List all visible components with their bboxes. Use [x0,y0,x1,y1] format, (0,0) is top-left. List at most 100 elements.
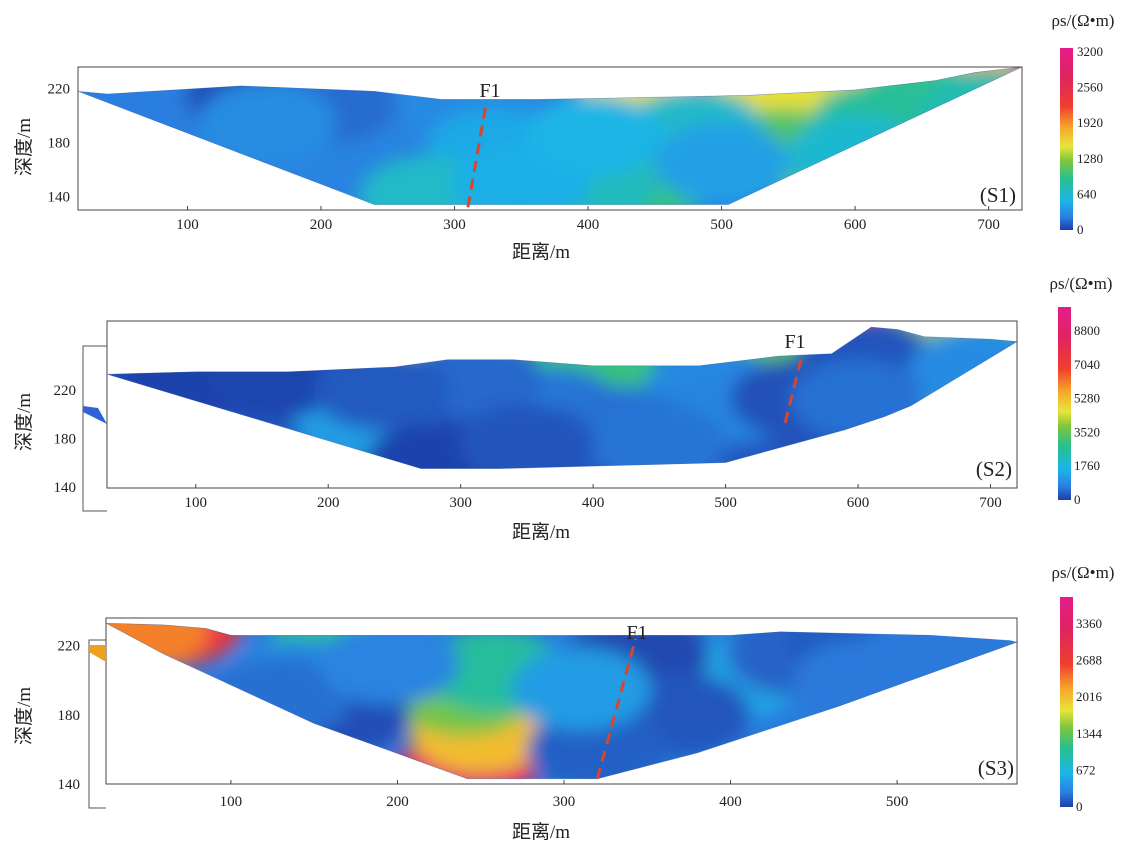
colorbar-tick-label: 3520 [1074,424,1100,439]
s1-y-ticks: 220 180 140 [48,82,71,206]
colorbar-tick-label: 0 [1077,222,1084,237]
colorbar-tick-label: 1920 [1077,115,1103,130]
x-tick-label: 100 [220,794,243,810]
x-tick-label: 700 [977,217,1000,233]
resistivity-anomaly [510,647,651,731]
resistivity-anomaly [106,623,210,671]
resistivity-anomaly [458,404,595,469]
colorbar-tick-label: 0 [1074,492,1081,507]
s3-x-ticks: 100 200 300 400 500 [220,780,909,810]
s3-y-ticks: 220 180 140 [58,639,81,793]
colorbar-title: ρs/(Ω•m) [1052,563,1115,582]
x-tick-label: 300 [553,794,576,810]
resistivity-anomaly [318,623,460,705]
s3-plot-frame [105,617,1018,785]
s3-colorbar: ρs/(Ω•m) 3360 2688 2016 1344 672 0 [1052,563,1115,814]
section-outline [105,622,1019,780]
x-tick-label: 100 [176,217,199,233]
s3-x-axis-label: 距离/m [512,821,570,843]
resistivity-anomaly [591,404,728,469]
x-tick-label: 500 [886,794,909,810]
s1-fault-trace [466,100,489,208]
s2-plot-frame [106,320,1018,489]
x-tick-label: 200 [386,794,409,810]
s2-colorbar: ρs/(Ω•m) 8800 7040 5280 3520 1760 0 [1050,274,1113,507]
colorbar-tick-label: 7040 [1074,357,1100,372]
x-tick-label: 300 [449,495,472,511]
s3-fault-label: F1 [626,622,647,644]
colorbar-gradient [1058,307,1071,500]
colorbar-tick-label: 2688 [1076,653,1102,668]
x-tick-label: 400 [719,794,742,810]
s2-fault-trace [783,353,804,424]
resistivity-anomaly [199,81,337,163]
s1-y-axis-label: 深度/m [13,118,35,176]
resistivity-anomaly [786,115,924,197]
x-tick-label: 600 [847,495,870,511]
colorbar-tick-label: 640 [1077,186,1097,201]
s3-left-axis-bracket [88,639,106,809]
s2-x-axis-label: 距离/m [512,521,570,543]
s3-adjacent-section-edge [89,645,106,662]
colorbar-tick-label: 2016 [1076,689,1103,704]
s2-resistivity-section [106,326,1018,469]
s3-panel-label: (S3) [978,756,1014,780]
colorbar-gradient [1060,48,1073,230]
colorbar-gradient [1060,597,1073,807]
colorbar-tick-label: 1344 [1076,726,1103,741]
s3-fault-trace [595,638,638,780]
s1-plot-frame [77,66,1023,211]
y-tick-label: 220 [48,82,71,98]
colorbar-tick-label: 5280 [1074,391,1100,406]
y-tick-label: 140 [58,777,81,793]
resistivity-anomaly [920,68,1022,150]
y-tick-label: 180 [54,431,77,447]
x-tick-label: 100 [184,495,207,511]
s1-x-ticks: 100 200 300 400 500 600 700 [176,206,1000,233]
x-tick-label: 400 [577,217,600,233]
s2-panel-label: (S2) [976,457,1012,481]
section-outline [77,66,1023,205]
resistivity-anomaly [860,623,1001,696]
section-outline [106,326,1018,469]
x-tick-label: 400 [582,495,605,511]
colorbar-title: ρs/(Ω•m) [1052,11,1115,30]
s2-x-ticks: 100 200 300 400 500 600 700 [184,484,1002,511]
s1-resistivity-section [77,66,1023,205]
y-tick-label: 220 [54,383,77,399]
s1-x-axis-label: 距离/m [512,241,570,263]
s1-colorbar: ρs/(Ω•m) 3200 2560 1920 1280 640 0 [1052,11,1115,237]
s2-y-ticks: 220 180 140 [54,383,77,496]
fault-line [783,353,804,424]
s2-adjacent-section-edge [83,406,107,424]
resistivity-anomaly [313,349,450,431]
colorbar-tick-label: 3200 [1077,44,1103,59]
colorbar-tick-label: 672 [1076,762,1096,777]
resistivity-anomaly [790,359,926,441]
s1-panel-label: (S1) [980,183,1016,207]
panel-s1: 100 200 300 400 500 600 700 220 180 140 深度/m 距离/… [13,11,1114,263]
fault-line [466,100,489,208]
s1-fault-label: F1 [479,80,500,102]
x-tick-label: 200 [317,495,340,511]
colorbar-tick-label: 3360 [1076,616,1102,631]
colorbar-tick-label: 2560 [1077,80,1103,95]
fault-line [595,638,638,780]
s2-fault-label: F1 [784,331,805,353]
y-tick-label: 140 [54,480,77,496]
s2-left-axis-bracket [82,345,107,512]
x-tick-label: 500 [714,495,737,511]
s3-y-axis-label: 深度/m [13,687,35,745]
x-tick-label: 500 [710,217,733,233]
x-tick-label: 700 [979,495,1002,511]
x-tick-label: 300 [443,217,466,233]
resistivity-anomaly [909,327,1017,409]
panel-s2: 100 200 300 400 500 600 700 220 180 140 深度/m 距离/… [13,274,1112,543]
colorbar-tick-label: 1280 [1077,151,1103,166]
y-tick-label: 220 [58,639,81,655]
colorbar-tick-label: 8800 [1074,323,1100,338]
resistivity-anomaly [653,122,791,204]
y-tick-label: 180 [48,136,71,152]
x-tick-label: 600 [844,217,867,233]
